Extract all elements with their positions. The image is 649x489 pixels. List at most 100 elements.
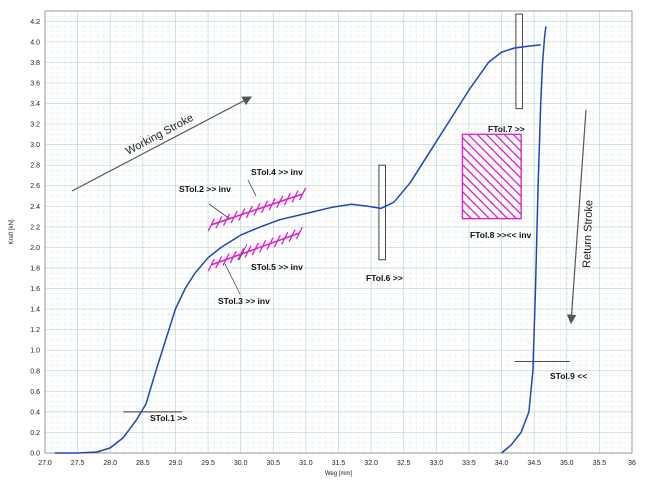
stol-upper-band-tick [276, 195, 284, 208]
stol-upper-band-tick [268, 197, 276, 211]
x-tick-label: 34.0 [495, 460, 509, 467]
x-tick-label: 33.0 [430, 460, 444, 467]
x-tick-label: 34.5 [527, 460, 541, 467]
stol-upper-band-tick [222, 213, 231, 226]
y-tick-labels: 0.0 0.2 0.4 0.6 0.8 1.0 1.2 1.4 1.6 1.8 2.0 2.2 2.4 2… [30, 19, 40, 458]
stol-upper-band-tick [291, 190, 299, 203]
stol-upper-band-tick [245, 205, 253, 219]
x-tick-label: 29.0 [169, 460, 183, 467]
y-tick-label: 2.4 [30, 204, 40, 211]
y-tick-label: 3.6 [30, 80, 40, 87]
stol-upper-band-tick [207, 218, 215, 232]
x-tick-label: 30.5 [266, 460, 280, 467]
x-tick-label: 31.0 [299, 460, 313, 467]
stol2-leader [208, 203, 231, 220]
stol-lower-band-tick [215, 255, 223, 269]
y-tick-label: 1.0 [30, 348, 40, 355]
stol-lower-band-tick [229, 250, 237, 264]
tolerance-markers [123, 13, 571, 413]
stol5-label: STol.5 >> inv [251, 262, 303, 272]
stol-upper-band-tick [230, 210, 238, 224]
x-tick-label: 32.5 [397, 460, 411, 467]
stol-upper-band-tick [283, 192, 291, 206]
return-stroke-arrow [566, 109, 587, 325]
working-stroke-arrow [71, 96, 253, 192]
stol-lower-band-tick [244, 245, 252, 258]
stol9-label: STol.9 << [550, 371, 587, 381]
stol4-leader [247, 179, 257, 197]
y-tick-label: 4.0 [30, 39, 40, 46]
y-tick-label: 0.8 [30, 368, 40, 375]
x-tick-label: 27.0 [38, 460, 52, 467]
stol3-leader [224, 263, 241, 295]
ftol8-tolerance-box [461, 133, 522, 220]
ftol8-hatch-line [462, 181, 499, 219]
x-tick-labels: 27.0 27.5 28.0 28.5 29.0 29.5 30.0 30.5 31.0 31.5… [38, 460, 636, 467]
y-tick-label: 0.4 [30, 409, 40, 416]
stol-lower-band-tick [273, 234, 281, 248]
stol-lower-band-tick [259, 240, 267, 253]
stroke-arrows [71, 96, 587, 325]
stol2-label: STol.2 >> inv [179, 184, 231, 194]
stol-lower-band-tick [222, 253, 230, 266]
ftol8-hatch-line [462, 199, 481, 219]
stol-lower-band-tick [266, 237, 274, 250]
stol3-label: STol.3 >> inv [218, 296, 270, 306]
x-tick-label: 28.0 [103, 460, 117, 467]
y-tick-label: 3.8 [30, 60, 40, 67]
x-tick-label: 36 [628, 460, 636, 467]
ftol8-hatch-line [485, 134, 522, 171]
y-axis-label: Kraft [kN] [9, 219, 15, 244]
y-tick-label: 2.0 [30, 245, 40, 252]
y-tick-label: 3.2 [30, 122, 40, 129]
y-tick-label: 0.0 [30, 451, 40, 458]
working-stroke-curve [54, 44, 541, 454]
series-group [54, 26, 547, 454]
ftol8-hatch-line [503, 134, 522, 153]
y-tick-label: 1.8 [30, 265, 40, 272]
x-tick-label: 27.5 [71, 460, 85, 467]
ftol7-label: FTol.7 >> [488, 124, 525, 134]
y-tick-label: 3.0 [30, 142, 40, 149]
stol-upper-band-tick [253, 203, 261, 216]
return-stroke-label: Return Stroke [581, 200, 595, 268]
ftol8-label: FTol.8 >><< inv [470, 230, 532, 240]
ftol8-hatch-line [462, 154, 522, 216]
x-tick-label: 30.0 [234, 460, 248, 467]
stol5-leader [238, 243, 248, 261]
x-tick-label: 35.0 [560, 460, 574, 467]
x-tick-label: 33.5 [462, 460, 476, 467]
y-tick-label: 0.2 [30, 430, 40, 437]
ftol8-hatch-line [462, 190, 490, 219]
x-tick-label: 29.5 [201, 460, 215, 467]
ftol8-hatch-line [462, 145, 522, 207]
stol-upper-band-tick [215, 215, 223, 229]
ftol8-hatch-line [462, 136, 522, 198]
y-tick-label: 0.6 [30, 389, 40, 396]
y-tick-label: 1.4 [30, 307, 40, 314]
stol-lower-band-tick [288, 229, 296, 242]
y-tick-label: 1.2 [30, 327, 40, 334]
ftol8-hatch [462, 134, 522, 219]
y-tick-label: 1.6 [30, 286, 40, 293]
y-tick-label: 2.2 [30, 224, 40, 231]
y-tick-label: 4.2 [30, 19, 40, 26]
ftol8-hatch-line [462, 172, 508, 219]
x-axis-label: Weg [mm] [325, 471, 353, 477]
ftol6-label: FTol.6 >> [366, 273, 403, 283]
ftol8-hatch-line [494, 134, 522, 162]
x-tick-label: 28.5 [136, 460, 150, 467]
x-tick-label: 32.0 [364, 460, 378, 467]
ftol8-hatch-line [476, 134, 522, 180]
ftol8-hatch-line [467, 134, 522, 189]
return-stroke-curve [501, 26, 547, 454]
stol-upper-band-tick [299, 187, 307, 201]
ftol8-hatch-line [462, 163, 517, 219]
stol-upper-band-tick [238, 208, 246, 221]
stol-lower-band-tick [281, 232, 289, 245]
y-tick-label: 2.6 [30, 183, 40, 190]
ftol7-tolerance-box [515, 13, 523, 110]
x-tick-label: 31.5 [332, 460, 346, 467]
